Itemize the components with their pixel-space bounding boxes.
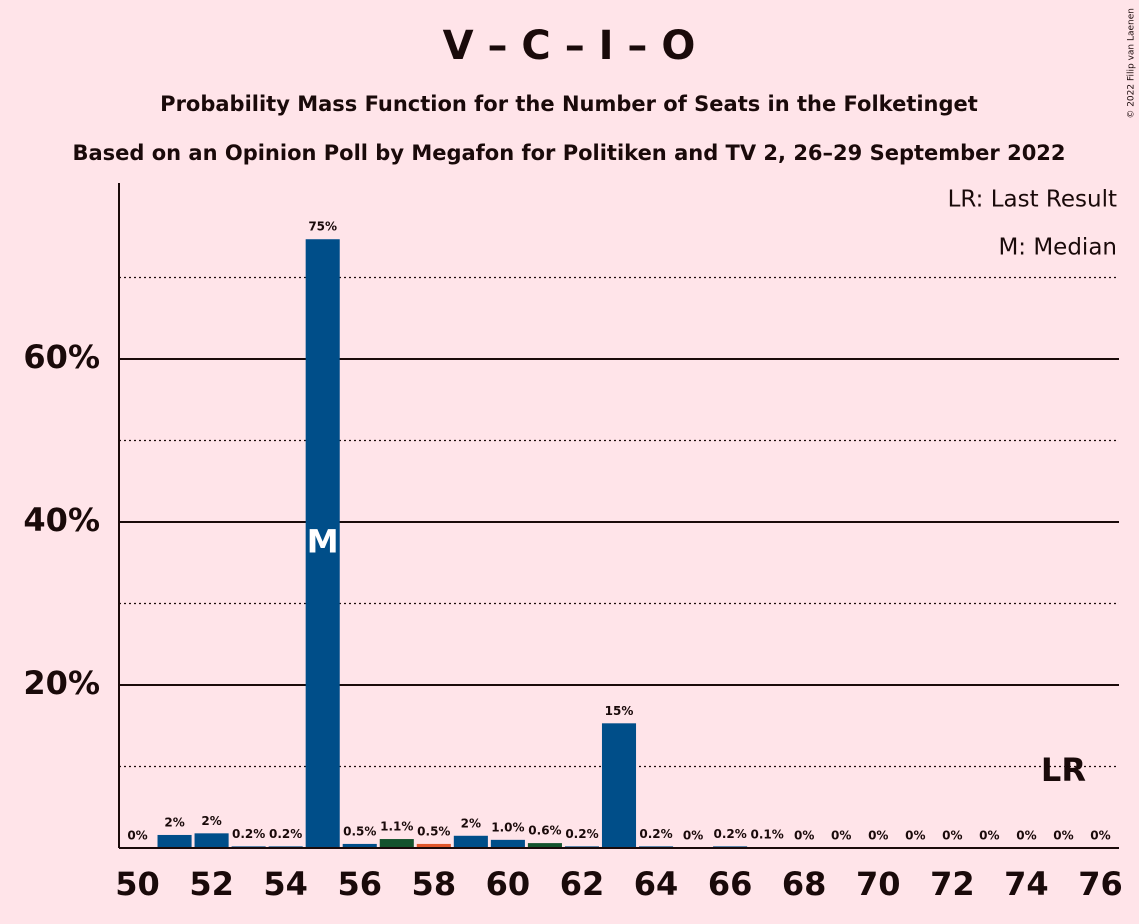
value-label: 0%	[1090, 829, 1110, 843]
x-tick-label: 50	[115, 865, 160, 903]
x-tick-label: 66	[708, 865, 753, 903]
value-label: 0.2%	[269, 827, 302, 841]
x-tick-label: 68	[782, 865, 827, 903]
bar	[157, 834, 192, 848]
bar	[305, 239, 340, 848]
value-label: 0%	[905, 829, 925, 843]
x-tick-label: 52	[189, 865, 234, 903]
bar	[453, 835, 488, 848]
x-tick-label: 54	[263, 865, 308, 903]
x-tick-label: 56	[337, 865, 382, 903]
bar	[194, 833, 229, 848]
x-tick-label: 70	[856, 865, 901, 903]
value-label: 2%	[201, 814, 221, 828]
last-result-marker: LR	[1041, 751, 1086, 789]
value-label: 1.0%	[491, 820, 524, 834]
x-tick-label: 60	[486, 865, 531, 903]
value-label: 0.2%	[713, 827, 746, 841]
median-marker: M	[307, 523, 339, 561]
value-label: 0.2%	[232, 827, 265, 841]
value-label: 0.6%	[528, 824, 561, 838]
value-label: 0%	[794, 829, 814, 843]
value-label: 0.1%	[751, 828, 784, 842]
value-label: 0.2%	[639, 827, 672, 841]
x-tick-label: 64	[634, 865, 679, 903]
chart-title: V – C – I – O	[443, 23, 696, 69]
chart-subtitle: Probability Mass Function for the Number…	[160, 92, 978, 116]
legend-entry: M: Median	[998, 235, 1117, 261]
bar	[342, 843, 377, 848]
x-tick-label: 72	[930, 865, 975, 903]
legend-entry: LR: Last Result	[948, 187, 1117, 213]
y-tick-label: 60%	[23, 338, 100, 376]
value-label: 0%	[979, 829, 999, 843]
value-label: 15%	[605, 704, 634, 718]
value-label: 0%	[868, 829, 888, 843]
x-tick-label: 74	[1004, 865, 1049, 903]
value-label: 0%	[1016, 829, 1036, 843]
bar	[601, 723, 637, 848]
y-tick-label: 40%	[23, 501, 100, 539]
copyright: © 2022 Filip van Laenen	[1127, 8, 1137, 119]
value-label: 0.5%	[417, 824, 450, 838]
value-label: 75%	[308, 220, 337, 234]
bar	[490, 839, 525, 848]
x-tick-label: 76	[1078, 865, 1123, 903]
value-label: 0.5%	[343, 824, 376, 838]
bar	[379, 839, 414, 848]
value-label: 0.2%	[565, 827, 598, 841]
chart-subtitle: Based on an Opinion Poll by Megafon for …	[72, 141, 1065, 165]
value-label: 0%	[127, 829, 147, 843]
x-tick-label: 62	[560, 865, 605, 903]
value-label: 0%	[683, 829, 703, 843]
value-label: 0%	[1053, 829, 1073, 843]
bar	[416, 843, 451, 848]
value-label: 1.1%	[380, 820, 413, 834]
value-label: 2%	[461, 816, 481, 830]
bar	[527, 843, 562, 848]
value-label: 0%	[942, 829, 962, 843]
x-tick-label: 58	[412, 865, 457, 903]
y-tick-label: 20%	[23, 664, 100, 702]
value-label: 0%	[831, 829, 851, 843]
value-label: 2%	[164, 815, 184, 829]
